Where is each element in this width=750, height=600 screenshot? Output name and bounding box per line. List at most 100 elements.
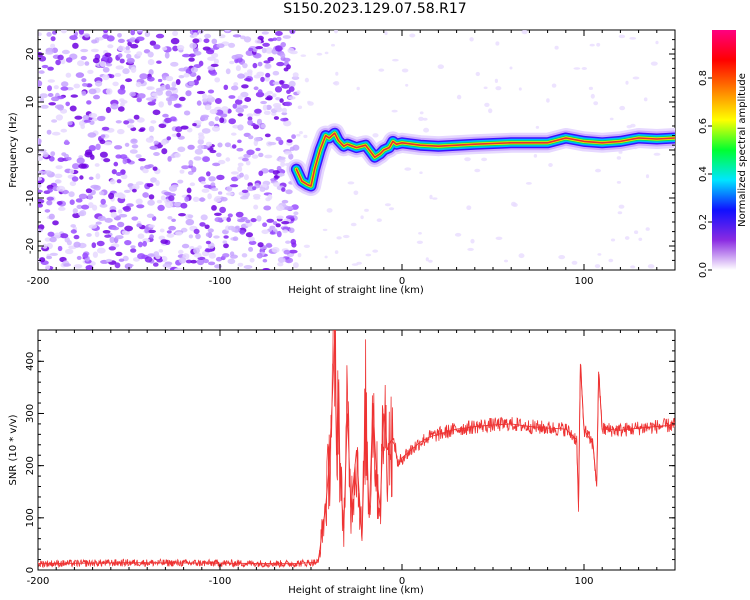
noise-speck [266,95,273,101]
noise-speck [38,170,45,175]
spectrogram-signal-trace [286,123,675,196]
spectrogram-x-tick-label: 100 [574,276,593,287]
noise-speck [262,268,271,270]
noise-speck [59,233,69,239]
noise-speck [264,154,273,159]
noise-speck [655,40,659,45]
noise-speck [87,132,97,138]
noise-speck [176,132,181,138]
noise-speck [618,34,626,39]
noise-speck [173,103,182,108]
noise-speck [167,216,173,220]
noise-speck [130,30,136,36]
noise-speck [55,179,62,184]
noise-speck [244,97,252,102]
noise-speck [632,76,640,80]
noise-speck [136,204,145,209]
noise-speck [647,264,655,269]
noise-speck [73,234,80,240]
noise-speck [222,253,230,258]
noise-speck [223,235,229,239]
noise-speck [185,259,192,264]
noise-speck [233,82,239,87]
noise-speck [153,152,160,156]
noise-speck [67,121,73,126]
noise-speck [214,217,222,223]
noise-speck [610,238,616,242]
noise-speck [258,152,264,158]
noise-speck [123,49,131,54]
noise-speck [291,76,300,80]
noise-speck [276,36,282,42]
noise-speck [80,48,89,53]
noise-speck [166,233,175,238]
noise-speck [188,234,194,239]
noise-speck [263,205,272,211]
noise-speck [265,63,271,69]
noise-speck [638,237,643,241]
noise-speck [73,83,81,89]
noise-speck [483,86,488,90]
noise-speck [364,208,369,212]
noise-speck [237,162,244,167]
noise-speck [208,261,216,266]
noise-speck [280,161,286,167]
noise-speck [241,253,248,258]
noise-speck [115,65,124,70]
noise-speck [167,99,172,106]
noise-speck [216,152,222,157]
noise-speck [247,119,254,126]
noise-speck [347,181,355,185]
noise-speck [292,72,299,78]
noise-speck [156,60,162,64]
noise-speck [45,51,54,55]
noise-speck [39,257,46,263]
noise-speck [245,50,254,56]
noise-speck [153,262,159,267]
noise-speck [225,68,231,75]
noise-speck [281,187,286,192]
noise-speck [185,219,195,226]
noise-speck [281,221,290,225]
spectrogram-x-tick-label: 0 [399,276,405,287]
noise-speck [63,263,71,267]
noise-speck [124,240,132,246]
noise-speck [85,188,92,194]
noise-speck [290,238,297,245]
noise-speck [100,134,106,138]
noise-speck [82,252,89,259]
noise-speck [280,117,288,122]
colorbar-tick-label: 0.6 [698,118,709,134]
noise-speck [193,64,202,69]
noise-speck [86,100,92,105]
spectrogram-y-axis-label: Frequency (Hz) [8,112,19,188]
noise-speck [156,258,163,263]
noise-speck [272,70,280,76]
noise-speck [194,148,204,155]
noise-speck [484,102,490,107]
snr-x-tick-label: -200 [27,576,50,587]
noise-speck [132,183,140,190]
noise-speck [267,141,277,146]
noise-speck [125,45,130,51]
noise-speck [84,151,93,158]
noise-speck [180,125,189,130]
noise-speck [50,151,56,157]
noise-speck [199,222,206,227]
snr-y-tick-label: 200 [25,456,36,475]
noise-speck [269,79,276,86]
noise-speck [197,256,206,260]
noise-speck [153,251,160,257]
noise-speck [243,265,253,269]
noise-speck [176,44,185,51]
noise-speck [286,89,291,95]
noise-speck [175,126,183,133]
noise-speck [217,142,223,148]
noise-speck [122,158,128,165]
noise-speck [181,165,190,170]
noise-speck [47,66,54,71]
noise-speck [99,151,108,158]
noise-speck [54,173,63,179]
noise-speck [182,53,191,58]
noise-speck [148,224,155,228]
